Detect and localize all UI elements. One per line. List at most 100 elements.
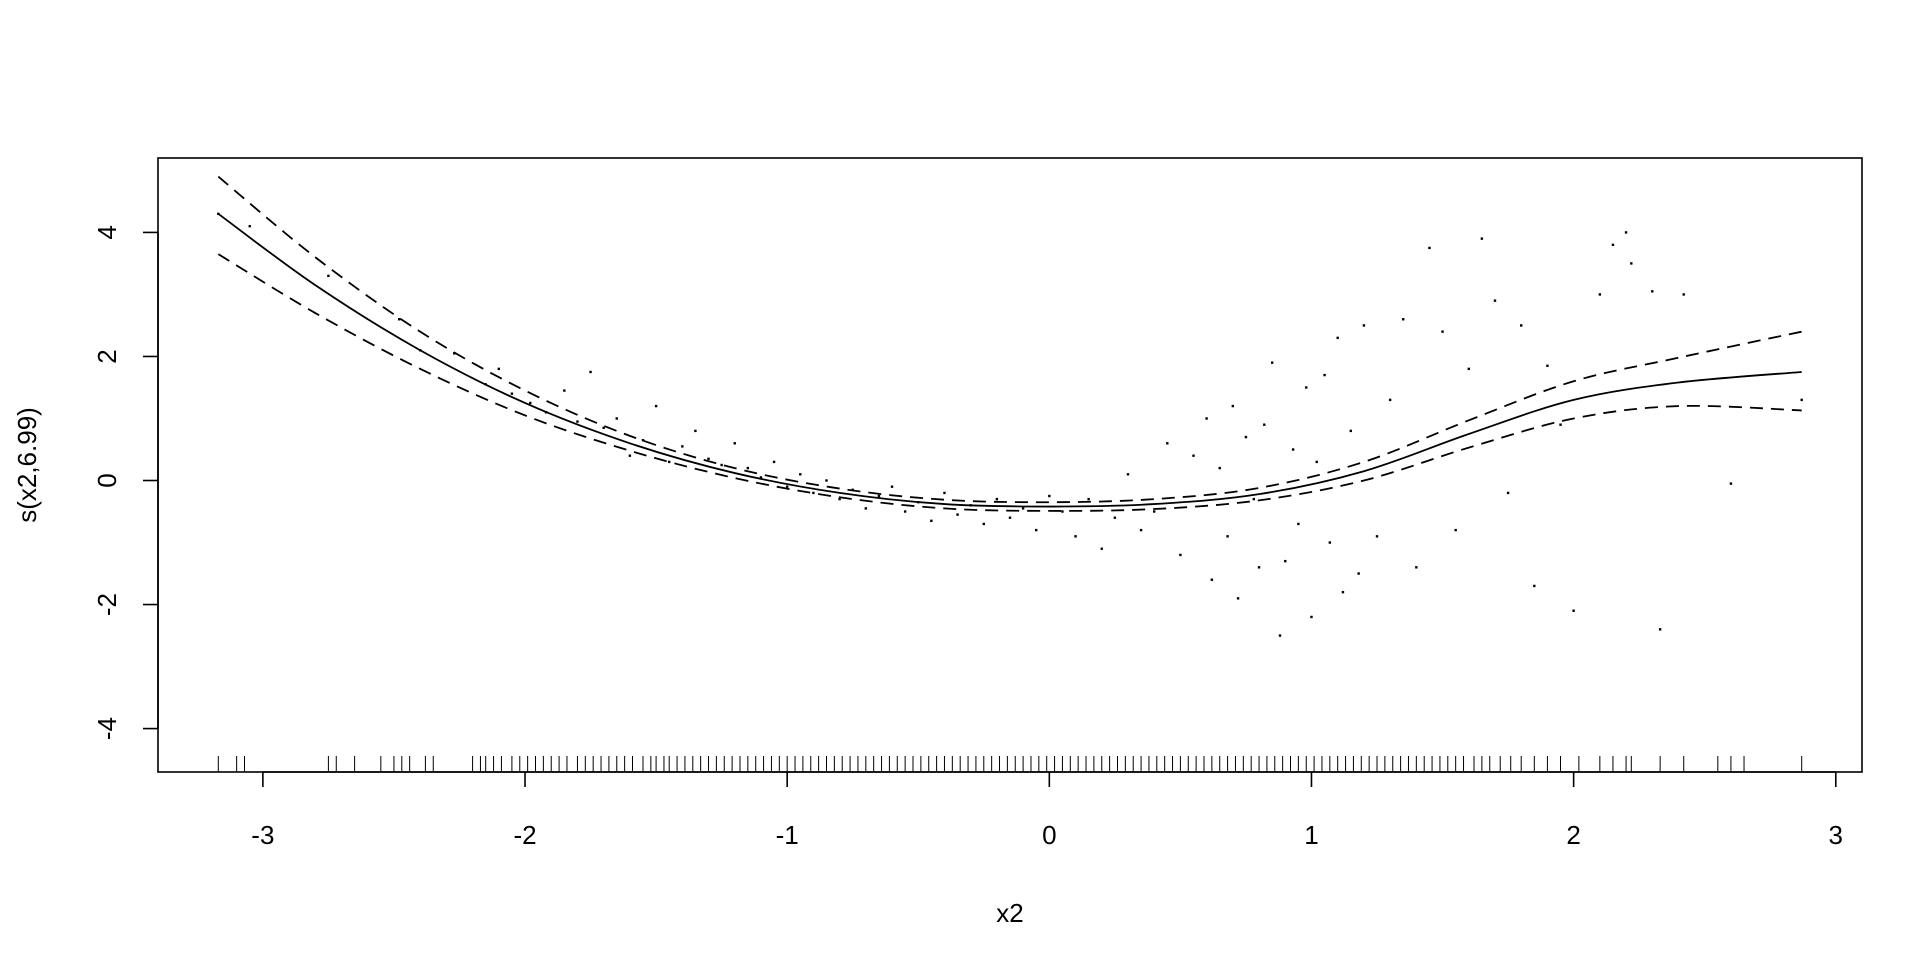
residual-point	[1008, 516, 1012, 519]
y-axis-label: s(x2,6.99)	[12, 407, 42, 523]
plot-frame	[157, 157, 1863, 773]
residual-point	[1480, 237, 1484, 240]
residual-point	[1139, 528, 1143, 532]
residual-point	[1388, 398, 1392, 402]
residual-point	[1166, 442, 1169, 445]
residual-point	[1087, 497, 1090, 501]
residual-point	[1270, 361, 1274, 364]
lower-band-line	[217, 253, 1802, 512]
residual-point	[1362, 324, 1366, 327]
residual-point	[838, 497, 841, 501]
x-axis: -3 -2 -1 0 1 2 3	[251, 771, 1843, 850]
residual-point	[615, 417, 618, 420]
residual-point	[248, 225, 251, 228]
residual-point	[1559, 423, 1562, 426]
residual-point	[654, 404, 658, 408]
residual-point	[1493, 299, 1497, 302]
residual-point	[1297, 522, 1300, 526]
residual-point	[1357, 572, 1360, 575]
residual-point	[1179, 553, 1182, 557]
residual-point	[1415, 566, 1418, 569]
residual-point	[576, 420, 579, 423]
residual-point	[1506, 491, 1510, 495]
x-tick-label: -1	[776, 820, 799, 850]
residual-point	[707, 457, 710, 460]
residual-point	[943, 491, 946, 495]
residual-point	[864, 507, 868, 510]
residual-point	[641, 438, 645, 442]
residual-point	[930, 519, 933, 523]
residual-point	[1100, 547, 1103, 550]
residual-point	[497, 367, 500, 371]
residual-point	[1074, 535, 1077, 538]
residual-point	[1192, 454, 1195, 457]
residual-point	[1682, 293, 1685, 296]
residual-point	[1291, 448, 1295, 451]
residual-point	[1428, 246, 1431, 250]
residual-point	[1328, 541, 1332, 544]
residual-point	[327, 274, 330, 278]
residual-point	[1315, 460, 1318, 464]
residual-point	[1349, 429, 1352, 433]
residual-point	[1598, 293, 1602, 296]
x-tick-label: -3	[251, 820, 274, 850]
residual-point	[1546, 364, 1549, 367]
residual-point	[681, 445, 684, 448]
residual-point	[1257, 566, 1261, 569]
residual-point	[1218, 466, 1221, 470]
residual-point	[1520, 324, 1523, 327]
x-tick-label: 3	[1829, 820, 1843, 850]
residual-point	[1729, 482, 1733, 485]
residual-point	[746, 466, 750, 470]
residual-point	[1284, 559, 1287, 563]
residual-point	[772, 460, 776, 464]
residual-point	[785, 485, 789, 488]
residual-point	[1021, 507, 1025, 510]
y-tick-label: 4	[92, 225, 122, 239]
x-tick-label: 2	[1566, 820, 1580, 850]
residual-point	[1061, 510, 1064, 513]
residual-point	[1467, 367, 1470, 371]
residual-point	[397, 318, 401, 321]
x-axis-label: x2	[996, 898, 1023, 928]
residual-point	[1244, 435, 1248, 439]
residual-point	[1658, 628, 1662, 631]
residual-point	[1651, 290, 1654, 293]
residual-point	[1113, 516, 1117, 519]
y-axis: -4 -2 0 2 4	[92, 225, 159, 740]
residual-point	[1402, 318, 1405, 321]
residual-point	[1252, 497, 1256, 501]
residual-point	[1035, 528, 1038, 532]
rug-layer	[217, 756, 1803, 772]
residual-point	[1441, 330, 1444, 333]
y-tick-label: 2	[92, 349, 122, 363]
residual-point	[799, 473, 802, 476]
residual-point	[1226, 535, 1229, 538]
residual-point	[1800, 398, 1803, 402]
residual-point	[589, 370, 592, 374]
residual-point	[1630, 262, 1633, 265]
residual-point	[982, 522, 985, 526]
residual-point	[812, 491, 815, 495]
residual-point	[602, 426, 605, 429]
smooth-line	[217, 213, 1802, 508]
residual-point	[1048, 494, 1051, 498]
y-tick-label: -4	[92, 717, 122, 740]
residual-point	[1263, 423, 1266, 426]
smooth-lines	[217, 175, 1802, 512]
residual-point	[510, 392, 514, 395]
residual-point	[759, 476, 763, 479]
residual-point	[1210, 578, 1214, 581]
residual-point	[1572, 609, 1575, 612]
residual-point	[1533, 584, 1536, 588]
x-tick-label: -2	[513, 820, 536, 850]
residual-point	[1323, 373, 1326, 377]
residual-point	[1305, 386, 1308, 389]
residual-point	[1611, 243, 1615, 247]
residual-point	[733, 442, 736, 445]
residual-point	[1152, 510, 1156, 513]
residual-point	[694, 429, 697, 433]
residual-point	[1126, 473, 1130, 476]
residual-point	[563, 389, 566, 392]
